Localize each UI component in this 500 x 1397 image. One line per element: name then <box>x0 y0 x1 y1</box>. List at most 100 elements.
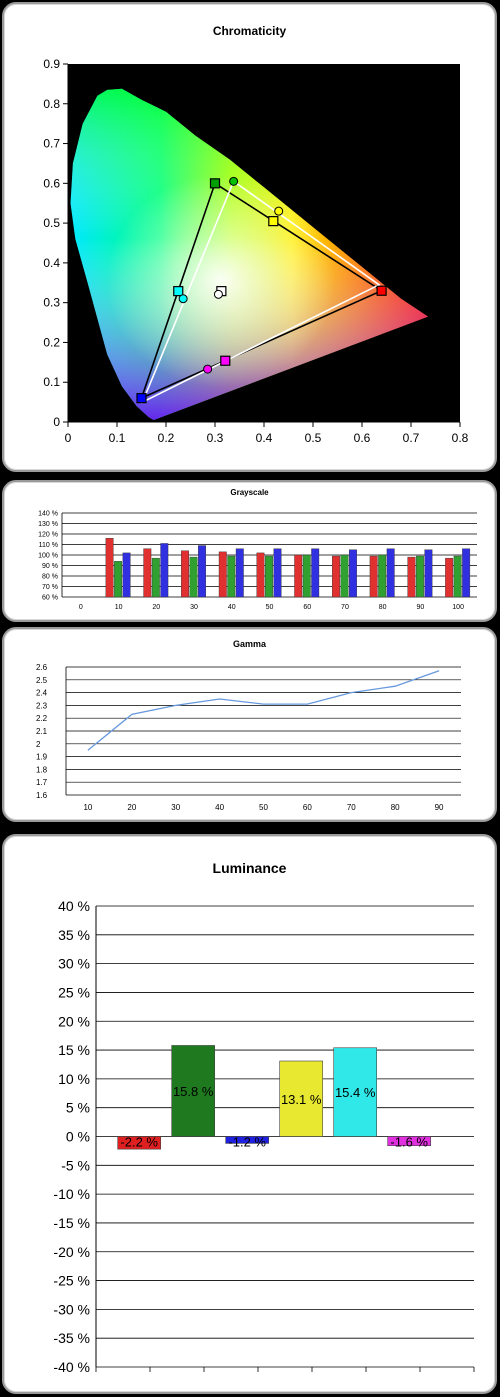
luminance-title: Luminance <box>212 860 287 876</box>
gray-x-tick-label-0: 0 <box>79 604 83 611</box>
gamma-line <box>87 670 440 751</box>
gray-bar-s1-c3 <box>189 556 198 598</box>
gray-x-tick-label-10: 100 <box>452 604 464 611</box>
gamma-y-tick-label-9: 1.7 <box>36 778 48 787</box>
gamma-x-tick-label-0: 10 <box>83 803 92 812</box>
gamma-x-tick-label-5: 60 <box>303 803 312 812</box>
gray-bar-s2-c5 <box>273 548 282 598</box>
gamma-x-tick-label-2: 30 <box>171 803 180 812</box>
gamma-y-tick-label-5: 2.1 <box>36 727 48 736</box>
gray-bar-s1-c10 <box>453 555 462 598</box>
luminance-chart: 40 % 35 % 30 % 25 % 20 % 15 % 10 % 5 % 0 % -5 % -1… <box>53 898 475 1375</box>
measured-point-2 <box>203 364 213 374</box>
lum-y-tick-label-14: -30 % <box>53 1301 90 1317</box>
chroma-x-tick-label-8: 0.8 <box>452 431 469 445</box>
gray-x-tick-label-8: 80 <box>379 604 387 611</box>
lum-y-tick-label-3: 25 % <box>58 984 90 1000</box>
measured-gamut-triangle <box>140 180 381 404</box>
grayscale-chart: 140 % 130 % 120 % 110 % 100 % 90 % 80 % 70 % 60 … <box>38 511 477 611</box>
lum-bar-5 <box>387 1136 432 1147</box>
chroma-x-tick-label-7: 0.7 <box>403 431 420 445</box>
reference-point-3 <box>173 286 184 297</box>
gray-x-tick-label-9: 90 <box>417 604 425 611</box>
lum-y-tick-label-9: -5 % <box>61 1157 90 1173</box>
lum-bar-2 <box>225 1136 269 1144</box>
lum-y-tick-label-10: -10 % <box>53 1186 90 1202</box>
gamma-x-tick-label-1: 20 <box>127 803 136 812</box>
lum-bar-3 <box>279 1060 324 1137</box>
lum-bar-1 <box>171 1045 215 1137</box>
lum-y-tick-label-4: 20 % <box>58 1013 90 1029</box>
chroma-x-tick-label-6: 0.6 <box>354 431 371 445</box>
chroma-y-tick-label-0: 0 <box>53 415 60 429</box>
measured-point-1 <box>178 294 188 304</box>
chroma-y-tick-label-7: 0.7 <box>43 137 60 151</box>
lum-y-tick-label-8: 0 % <box>66 1129 90 1145</box>
lum-bar-label-1: 15.8 % <box>173 1084 214 1099</box>
gray-bar-s0-c7 <box>332 555 340 598</box>
gray-bar-s0-c9 <box>407 556 416 598</box>
gamma-x-tick-label-7: 80 <box>391 803 400 812</box>
gray-y-tick-label-6: 80 % <box>42 574 58 581</box>
gray-bar-s1-c1 <box>114 561 123 598</box>
gray-x-tick-label-1: 10 <box>115 604 123 611</box>
gray-bar-s0-c4 <box>218 551 227 598</box>
gray-bar-s2-c1 <box>122 552 131 598</box>
gamma-x-tick-label-8: 90 <box>435 803 444 812</box>
lum-y-tick-label-16: -40 % <box>53 1359 90 1375</box>
chromaticity-title: Chromaticity <box>212 24 287 38</box>
gray-bar-s1-c2 <box>151 557 160 598</box>
measured-point-0 <box>229 176 239 186</box>
gray-y-tick-label-7: 70 % <box>42 584 58 591</box>
gamma-y-tick-label-0: 2.6 <box>36 663 48 672</box>
chroma-x-tick-label-5: 0.5 <box>305 431 322 445</box>
lum-y-tick-label-5: 15 % <box>58 1042 90 1058</box>
gray-y-tick-label-5: 90 % <box>42 563 58 570</box>
gray-x-tick-label-5: 50 <box>266 604 274 611</box>
luminance-panel: Luminance 40 % 35 % 30 % 25 % 20 % 15 % 10 % 5 … <box>2 834 497 1394</box>
lum-y-tick-label-1: 35 % <box>58 927 90 943</box>
chromaticity-panel: Chromaticity 0 0.1 0.2 0.3 0.4 0.5 0.6 0.7 0.8 0.… <box>2 2 497 472</box>
lum-bar-0 <box>117 1136 161 1150</box>
gamma-y-tick-label-10: 1.6 <box>36 791 48 800</box>
gray-bar-s2-c10 <box>462 548 471 598</box>
gray-bar-s2-c2 <box>160 543 169 598</box>
measured-point-4 <box>213 289 223 299</box>
gray-bar-s1-c9 <box>415 555 424 598</box>
lum-bar-label-0: -2.2 % <box>120 1135 158 1150</box>
gamma-x-tick-label-3: 40 <box>215 803 224 812</box>
chroma-y-tick-label-3: 0.3 <box>43 296 60 310</box>
gray-bar-s0-c10 <box>445 557 454 598</box>
lum-y-tick-label-12: -20 % <box>53 1244 90 1260</box>
gray-bar-s2-c3 <box>198 545 206 598</box>
gamma-panel: Gamma 2.6 2.5 2.4 2.3 2.2 2.1 2 1.9 1.8 1.7 1.6 10 2… <box>2 627 497 822</box>
gamma-y-tick-label-4: 2.2 <box>36 714 48 723</box>
gray-bar-s1-c8 <box>378 554 387 598</box>
reference-point-2 <box>136 393 147 404</box>
gray-bar-s1-c5 <box>265 555 273 598</box>
reference-point-1 <box>209 178 221 189</box>
chroma-y-tick-label-2: 0.2 <box>43 335 60 349</box>
gamma-y-tick-label-7: 1.9 <box>36 753 48 762</box>
reference-point-4 <box>220 355 231 366</box>
gray-bar-s0-c2 <box>143 548 152 598</box>
lum-y-tick-label-7: 5 % <box>66 1100 90 1116</box>
gamma-title: Gamma <box>232 639 267 649</box>
chroma-x-tick-label-1: 0.1 <box>109 431 126 445</box>
chroma-y-tick-label-5: 0.5 <box>43 216 60 230</box>
lum-y-tick-label-13: -25 % <box>53 1273 90 1289</box>
gray-bar-s0-c5 <box>256 552 265 598</box>
chroma-y-tick-label-4: 0.4 <box>43 256 60 270</box>
chroma-x-tick-label-2: 0.2 <box>158 431 175 445</box>
gray-y-tick-label-0: 140 % <box>38 511 58 518</box>
gray-bar-s0-c1 <box>105 538 114 598</box>
lum-bar-label-4: 15.4 % <box>335 1085 376 1100</box>
gamma-y-tick-label-3: 2.3 <box>36 701 48 710</box>
gamma-y-tick-label-2: 2.4 <box>36 689 48 698</box>
lum-y-tick-label-0: 40 % <box>58 898 90 914</box>
gray-x-tick-label-4: 40 <box>228 604 236 611</box>
gray-bar-s1-c6 <box>302 554 311 598</box>
gray-y-tick-label-8: 60 % <box>42 595 58 602</box>
gray-bar-s2-c9 <box>424 549 433 598</box>
gray-bar-s0-c3 <box>181 550 189 598</box>
